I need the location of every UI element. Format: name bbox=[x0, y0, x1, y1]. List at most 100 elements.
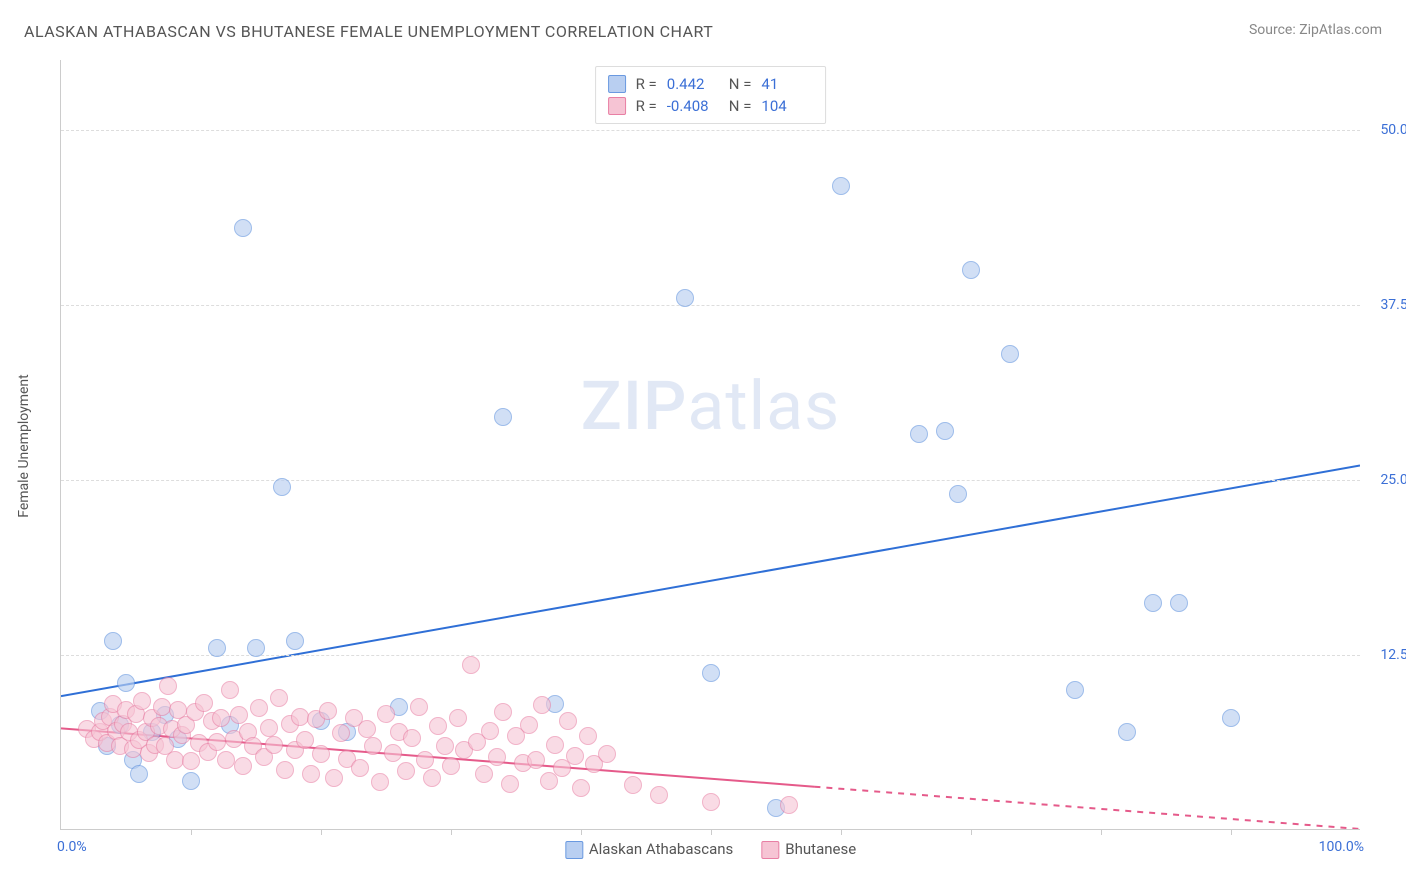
data-point-bhutanese bbox=[325, 769, 343, 787]
data-point-bhutanese bbox=[442, 757, 460, 775]
r-value-bhutanese: -0.408 bbox=[667, 95, 719, 117]
data-point-bhutanese bbox=[501, 775, 519, 793]
data-point-bhutanese bbox=[449, 709, 467, 727]
correlation-row-bhutanese: R = -0.408 N = 104 bbox=[608, 95, 814, 117]
y-tick-label: 50.0% bbox=[1368, 122, 1406, 138]
data-point-bhutanese bbox=[416, 751, 434, 769]
data-point-bhutanese bbox=[481, 722, 499, 740]
n-label: N = bbox=[729, 95, 752, 117]
data-point-bhutanese bbox=[559, 712, 577, 730]
data-point-bhutanese bbox=[403, 729, 421, 747]
data-point-bhutanese bbox=[384, 744, 402, 762]
data-point-bhutanese bbox=[423, 769, 441, 787]
data-point-bhutanese bbox=[212, 709, 230, 727]
data-point-bhutanese bbox=[462, 656, 480, 674]
data-point-bhutanese bbox=[312, 745, 330, 763]
data-point-bhutanese bbox=[436, 737, 454, 755]
data-point-athabascan bbox=[1170, 594, 1188, 612]
chart-title: ALASKAN ATHABASCAN VS BHUTANESE FEMALE U… bbox=[24, 22, 713, 41]
y-tick-label: 37.5% bbox=[1368, 297, 1406, 313]
data-point-athabascan bbox=[949, 485, 967, 503]
data-point-bhutanese bbox=[579, 727, 597, 745]
data-point-bhutanese bbox=[780, 796, 798, 814]
x-tick bbox=[841, 829, 842, 835]
n-value-athabascan: 41 bbox=[761, 73, 813, 95]
data-point-athabascan bbox=[130, 765, 148, 783]
data-point-athabascan bbox=[286, 632, 304, 650]
x-tick-left: 0.0% bbox=[57, 839, 87, 855]
data-point-bhutanese bbox=[234, 757, 252, 775]
legend-label-bhutanese: Bhutanese bbox=[785, 840, 856, 858]
series-legend: Alaskan Athabascans Bhutanese bbox=[565, 840, 856, 859]
grid-line bbox=[61, 480, 1360, 481]
data-point-bhutanese bbox=[377, 705, 395, 723]
data-point-bhutanese bbox=[527, 751, 545, 769]
data-point-bhutanese bbox=[217, 751, 235, 769]
x-tick-right: 100.0% bbox=[1319, 839, 1364, 855]
x-tick bbox=[451, 829, 452, 835]
data-point-bhutanese bbox=[276, 761, 294, 779]
data-point-bhutanese bbox=[332, 724, 350, 742]
trend-line bbox=[814, 787, 1360, 829]
n-value-bhutanese: 104 bbox=[761, 95, 813, 117]
y-tick-label: 25.0% bbox=[1368, 472, 1406, 488]
x-tick bbox=[1231, 829, 1232, 835]
source-label: Source: ZipAtlas.com bbox=[1249, 22, 1382, 38]
data-point-bhutanese bbox=[230, 706, 248, 724]
r-label: R = bbox=[636, 73, 657, 95]
data-point-bhutanese bbox=[296, 731, 314, 749]
data-point-bhutanese bbox=[358, 720, 376, 738]
data-point-athabascan bbox=[247, 639, 265, 657]
data-point-athabascan bbox=[702, 664, 720, 682]
x-tick bbox=[581, 829, 582, 835]
x-tick bbox=[191, 829, 192, 835]
data-point-bhutanese bbox=[475, 765, 493, 783]
data-point-bhutanese bbox=[260, 719, 278, 737]
swatch-athabascan-bottom bbox=[565, 841, 583, 859]
x-tick bbox=[321, 829, 322, 835]
data-point-bhutanese bbox=[159, 677, 177, 695]
data-point-athabascan bbox=[494, 408, 512, 426]
swatch-bhutanese-bottom bbox=[761, 841, 779, 859]
correlation-legend: R = 0.442 N = 41 R = -0.408 N = 104 bbox=[595, 66, 827, 124]
trend-line bbox=[61, 465, 1360, 696]
data-point-athabascan bbox=[208, 639, 226, 657]
data-point-bhutanese bbox=[533, 696, 551, 714]
data-point-bhutanese bbox=[182, 752, 200, 770]
data-point-bhutanese bbox=[208, 733, 226, 751]
data-point-athabascan bbox=[1222, 709, 1240, 727]
x-tick bbox=[711, 829, 712, 835]
data-point-bhutanese bbox=[302, 765, 320, 783]
data-point-athabascan bbox=[832, 177, 850, 195]
legend-item-bhutanese: Bhutanese bbox=[761, 840, 856, 859]
data-point-bhutanese bbox=[221, 681, 239, 699]
swatch-athabascan bbox=[608, 75, 626, 93]
data-point-athabascan bbox=[962, 261, 980, 279]
data-point-bhutanese bbox=[270, 689, 288, 707]
correlation-row-athabascan: R = 0.442 N = 41 bbox=[608, 73, 814, 95]
data-point-bhutanese bbox=[494, 703, 512, 721]
data-point-bhutanese bbox=[195, 694, 213, 712]
data-point-bhutanese bbox=[520, 716, 538, 734]
data-point-bhutanese bbox=[133, 692, 151, 710]
data-point-athabascan bbox=[1144, 594, 1162, 612]
plot-area: ZIPatlas R = 0.442 N = 41 R = -0.408 N =… bbox=[60, 60, 1360, 830]
data-point-bhutanese bbox=[624, 776, 642, 794]
data-point-athabascan bbox=[936, 422, 954, 440]
data-point-bhutanese bbox=[371, 773, 389, 791]
data-point-bhutanese bbox=[572, 779, 590, 797]
data-point-bhutanese bbox=[410, 698, 428, 716]
data-point-bhutanese bbox=[488, 748, 506, 766]
data-point-athabascan bbox=[234, 219, 252, 237]
swatch-bhutanese bbox=[608, 97, 626, 115]
data-point-athabascan bbox=[1001, 345, 1019, 363]
r-label: R = bbox=[636, 95, 657, 117]
data-point-athabascan bbox=[104, 632, 122, 650]
y-tick-label: 12.5% bbox=[1368, 647, 1406, 663]
x-tick bbox=[1101, 829, 1102, 835]
watermark-zip: ZIP bbox=[581, 366, 688, 446]
n-label: N = bbox=[729, 73, 752, 95]
data-point-bhutanese bbox=[265, 736, 283, 754]
data-point-bhutanese bbox=[702, 793, 720, 811]
data-point-bhutanese bbox=[351, 759, 369, 777]
